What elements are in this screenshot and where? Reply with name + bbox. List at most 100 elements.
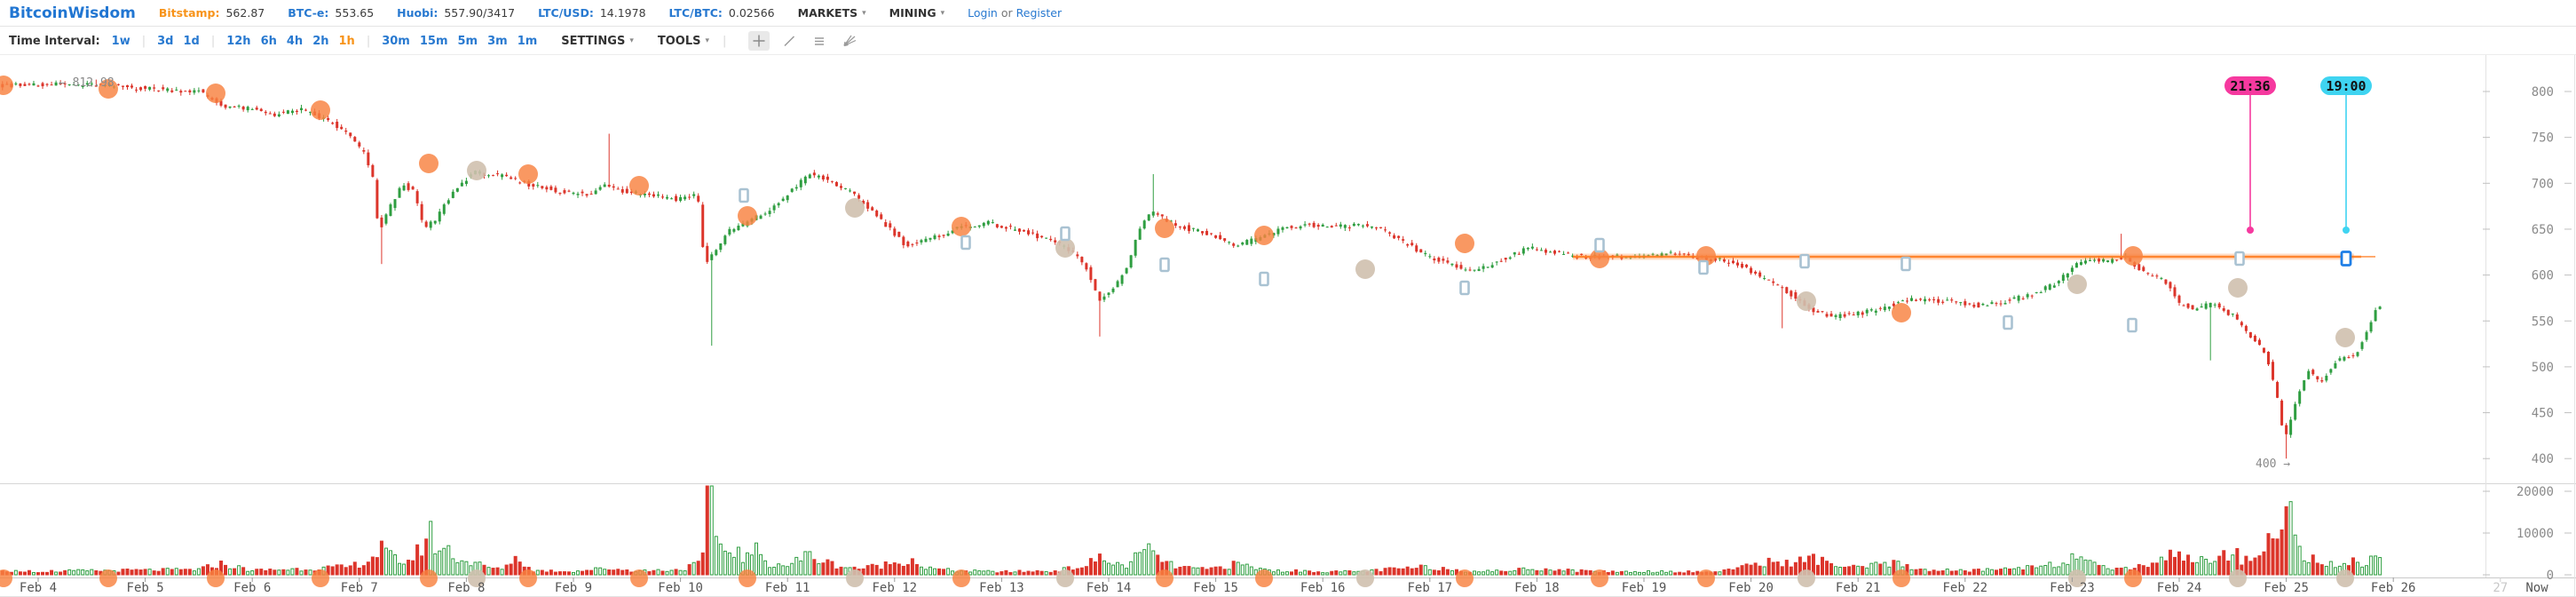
trendline-tool-button[interactable] — [778, 31, 800, 51]
volume-signal-marker — [846, 569, 864, 587]
interval-12h[interactable]: 12h — [226, 34, 251, 48]
candle — [741, 223, 745, 227]
candle — [911, 243, 914, 245]
buy-signal-marker — [952, 217, 971, 236]
note-marker[interactable] — [1459, 280, 1470, 296]
note-marker[interactable] — [1159, 257, 1170, 273]
volume-bar — [1843, 566, 1847, 576]
volume-bar — [1940, 570, 1945, 576]
candle — [1821, 311, 1824, 313]
volume-bar — [1727, 569, 1731, 576]
volume-bar — [1495, 569, 1499, 576]
logo[interactable]: BitcoinWisdom — [9, 4, 136, 22]
candle — [1816, 311, 1820, 313]
note-marker[interactable] — [1900, 256, 1911, 272]
register-link[interactable]: Register — [1015, 6, 1063, 20]
volume-bar — [892, 562, 897, 576]
candle — [2098, 259, 2101, 262]
volume-bar — [2066, 563, 2070, 576]
interval-1w[interactable]: 1w — [111, 34, 130, 48]
ticker-huobi[interactable]: Huobi: 557.90/3417 — [397, 6, 515, 20]
candle — [1905, 300, 1908, 302]
ticker-ltcbtc[interactable]: LTC/BTC: 0.02566 — [669, 6, 775, 20]
ticker-ltcusd[interactable]: LTC/USD: 14.1978 — [538, 6, 645, 20]
candle — [889, 223, 892, 228]
note-marker[interactable] — [739, 187, 749, 203]
crosshair-tool-button[interactable] — [748, 31, 770, 51]
interval-15m[interactable]: 15m — [419, 34, 448, 48]
note-marker[interactable] — [1698, 259, 1709, 275]
volume-bar — [2297, 545, 2302, 576]
volume-bar — [2048, 561, 2052, 576]
separator: | — [723, 34, 727, 48]
trendline-handle[interactable] — [2340, 251, 2352, 267]
volume-bar — [1035, 569, 1039, 576]
login-link[interactable]: Login — [968, 6, 998, 20]
settings-menu[interactable]: SETTINGS ▾ — [561, 35, 634, 48]
volume-signal-marker — [420, 569, 438, 587]
volume-bar — [1107, 562, 1110, 576]
time-balloon[interactable] — [2320, 76, 2372, 95]
ticker-btce[interactable]: BTC-e: 553.65 — [288, 6, 374, 20]
note-marker[interactable] — [1799, 253, 1810, 269]
candle — [1040, 235, 1044, 238]
note-marker[interactable] — [2234, 251, 2245, 267]
volume-bar — [1222, 569, 1227, 576]
volume-bar — [594, 567, 598, 576]
horizontal-lines-tool-button[interactable] — [809, 31, 830, 51]
candle — [1713, 258, 1717, 261]
volume-bar — [2311, 554, 2315, 576]
candle — [723, 235, 727, 244]
neutral-signal-marker — [1355, 259, 1375, 279]
interval-30m[interactable]: 30m — [382, 34, 410, 48]
candle — [1142, 220, 1146, 229]
interval-4h[interactable]: 4h — [286, 34, 304, 48]
crosshair-icon — [753, 35, 765, 47]
interval-5m[interactable]: 5m — [457, 34, 478, 48]
volume-bar — [366, 561, 370, 576]
volume-bar — [553, 571, 557, 576]
candle — [224, 104, 227, 108]
volume-bar — [2088, 560, 2092, 576]
time-balloon[interactable] — [2224, 76, 2276, 95]
interval-2h[interactable]: 2h — [312, 34, 329, 48]
volume-signal-marker — [1697, 569, 1715, 587]
candle — [1201, 231, 1205, 234]
candle — [126, 85, 129, 88]
volume-bar — [277, 569, 281, 576]
volume-bar — [1249, 566, 1253, 576]
note-marker[interactable] — [1594, 237, 1605, 253]
interval-1m[interactable]: 1m — [517, 34, 538, 48]
candle — [558, 192, 562, 194]
volume-bar — [1205, 569, 1209, 576]
candle — [1384, 229, 1387, 231]
ticker-bitstamp[interactable]: Bitstamp: 562.87 — [159, 6, 265, 20]
volume-bar — [612, 569, 616, 576]
volume-bar — [1325, 572, 1330, 576]
interval-1d[interactable]: 1d — [183, 34, 200, 48]
note-marker[interactable] — [1060, 226, 1071, 242]
volume-bar — [1566, 569, 1570, 576]
fan-lines-tool-button[interactable] — [839, 31, 860, 51]
note-marker[interactable] — [2003, 314, 2013, 330]
interval-3m[interactable]: 3m — [487, 34, 508, 48]
candle — [2307, 370, 2311, 379]
volume-bar — [85, 570, 90, 576]
volume-bar — [121, 569, 125, 576]
tools-menu[interactable]: TOOLS ▾ — [658, 35, 709, 48]
volume-bar — [1147, 543, 1151, 576]
volume-bar — [736, 546, 740, 576]
note-marker[interactable] — [1259, 271, 1269, 287]
markets-menu[interactable]: MARKETS ▾ — [798, 6, 866, 20]
note-marker[interactable] — [2127, 317, 2137, 333]
note-marker[interactable] — [960, 235, 971, 251]
interval-3d[interactable]: 3d — [157, 34, 174, 48]
volume-bar — [2177, 551, 2181, 576]
interval-6h[interactable]: 6h — [260, 34, 277, 48]
volume-bar — [1762, 566, 1766, 576]
x-axis-label-future: 27 — [2493, 581, 2508, 595]
interval-1h[interactable]: 1h — [338, 34, 355, 48]
volume-bar — [1526, 569, 1530, 576]
mining-menu[interactable]: MINING ▾ — [889, 6, 944, 20]
